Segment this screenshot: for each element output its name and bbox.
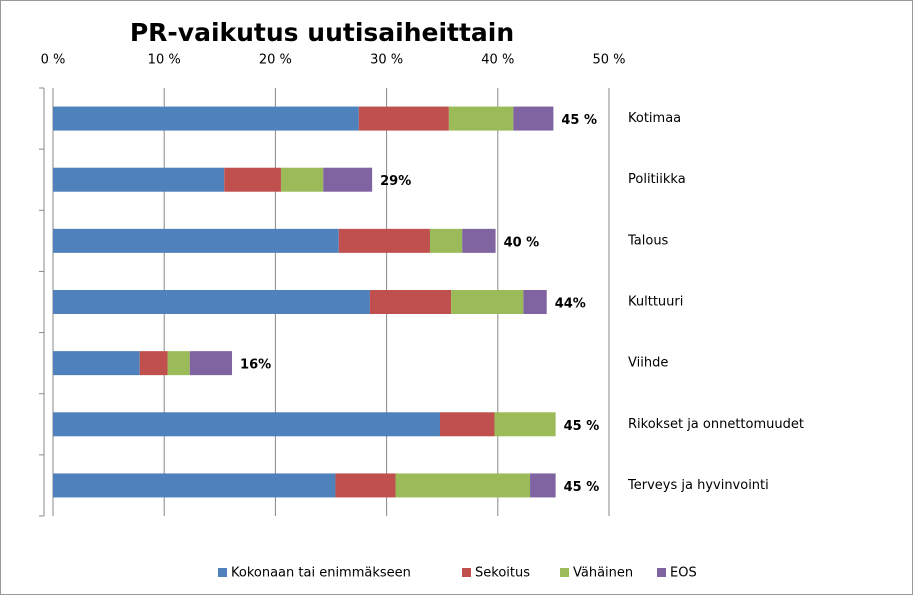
total-label: 45 % bbox=[561, 113, 597, 128]
bar-segment bbox=[139, 351, 168, 376]
x-tick-label: 10 % bbox=[148, 53, 181, 68]
bar-segment bbox=[530, 473, 556, 498]
category-label: Politiikka bbox=[628, 172, 686, 187]
category-label: Terveys ja hyvinvointi bbox=[627, 478, 769, 493]
bar-segment bbox=[395, 473, 531, 498]
bar-segment bbox=[280, 167, 324, 192]
bar-segment bbox=[338, 228, 430, 253]
legend-label: Kokonaan tai enimmäkseen bbox=[231, 566, 411, 581]
legend-label: Vähäinen bbox=[573, 566, 633, 581]
total-label: 40 % bbox=[504, 235, 540, 250]
bar-segment bbox=[53, 473, 336, 498]
bar-segment bbox=[53, 228, 339, 253]
bar-segment bbox=[439, 412, 495, 437]
total-label: 44% bbox=[555, 297, 586, 312]
legend-swatch bbox=[560, 568, 569, 577]
bar-segment bbox=[451, 290, 524, 314]
bar-segment bbox=[53, 412, 440, 437]
legend-label: EOS bbox=[670, 566, 697, 581]
bar-segment bbox=[53, 106, 359, 131]
x-tick-label: 50 % bbox=[592, 53, 625, 68]
bar-segment bbox=[494, 412, 556, 437]
bar-segment bbox=[224, 167, 281, 192]
bar-segment bbox=[53, 351, 140, 376]
bar-segment bbox=[513, 106, 554, 131]
legend-swatch bbox=[657, 568, 666, 577]
bar-segment bbox=[53, 290, 370, 314]
bar-segment bbox=[358, 106, 449, 131]
total-label: 45 % bbox=[564, 419, 600, 434]
x-tick-label: 30 % bbox=[370, 53, 403, 68]
total-label: 16% bbox=[240, 358, 271, 373]
bar-segment bbox=[429, 228, 463, 253]
x-tick-label: 40 % bbox=[481, 53, 514, 68]
bar-segment bbox=[523, 290, 547, 314]
category-label: Kulttuuri bbox=[628, 295, 683, 310]
x-tick-label: 0 % bbox=[41, 53, 66, 68]
bar-segment bbox=[189, 351, 233, 376]
total-label: 29% bbox=[380, 174, 411, 189]
bar-segment bbox=[323, 167, 373, 192]
bar-segment bbox=[167, 351, 190, 376]
legend-swatch bbox=[218, 568, 227, 577]
category-label: Talous bbox=[627, 233, 669, 248]
x-tick-label: 20 % bbox=[259, 53, 292, 68]
legend-swatch bbox=[462, 568, 471, 577]
total-label: 45 % bbox=[564, 480, 600, 495]
category-label: Viihde bbox=[628, 356, 668, 371]
bar-segment bbox=[448, 106, 514, 131]
bar-segment bbox=[335, 473, 396, 498]
chart-title: PR-vaikutus uutisaiheittain bbox=[130, 18, 514, 47]
category-label: Rikokset ja onnettomuudet bbox=[628, 417, 804, 432]
bar-segment bbox=[369, 290, 452, 314]
bar-segment bbox=[53, 167, 225, 192]
legend-label: Sekoitus bbox=[475, 566, 530, 581]
category-label: Kotimaa bbox=[628, 111, 681, 126]
bar-segment bbox=[462, 228, 496, 253]
